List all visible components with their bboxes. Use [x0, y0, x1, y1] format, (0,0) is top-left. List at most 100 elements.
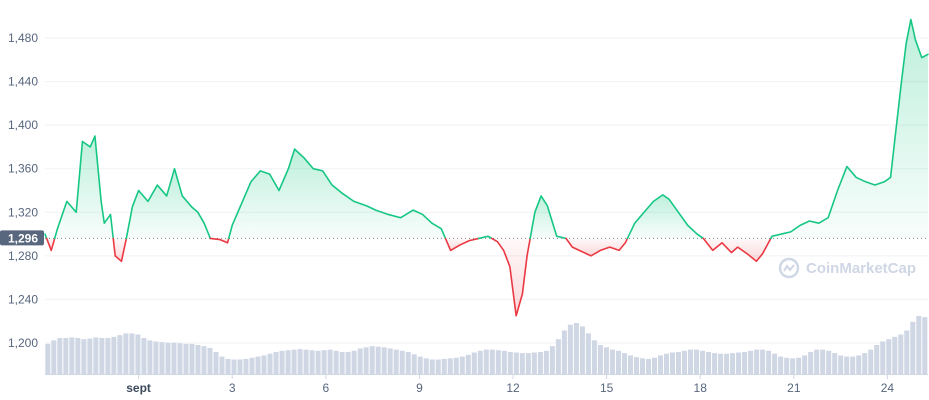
price-segment-down	[209, 237, 230, 244]
price-segment-up	[770, 18, 929, 240]
volume-bar	[219, 356, 225, 374]
x-tick-label: 6	[322, 381, 329, 395]
volume-bar	[345, 351, 351, 374]
volume-bar	[201, 346, 207, 374]
volume-bar	[135, 334, 141, 374]
volume-bar	[525, 353, 531, 374]
volume-bar	[93, 337, 99, 374]
volume-bar	[435, 359, 441, 374]
volume-bar	[694, 349, 700, 374]
volume-bar	[657, 355, 663, 374]
volume-bar	[688, 349, 694, 374]
volume-bar	[57, 338, 63, 374]
volume-bar	[910, 321, 916, 374]
volume-bar	[279, 350, 285, 374]
volume-bar	[63, 338, 69, 374]
x-tick-label: 24	[881, 381, 895, 395]
price-segment-up	[529, 195, 567, 240]
volume-bar	[664, 353, 670, 374]
price-segment-down	[444, 237, 480, 252]
volume-bar	[730, 353, 736, 374]
volume-bar	[267, 353, 273, 374]
x-tick-label: 15	[600, 381, 614, 395]
volume-bar	[645, 358, 651, 374]
volume-bar	[399, 350, 405, 374]
volume-bar	[627, 355, 633, 374]
volume-bars	[45, 316, 928, 374]
volume-bar	[621, 353, 627, 374]
volume-bar	[81, 339, 87, 374]
volume-bar	[724, 353, 730, 374]
volume-bar	[477, 350, 483, 374]
volume-bar	[856, 355, 862, 374]
volume-bar	[700, 350, 706, 374]
volume-bar	[339, 351, 345, 374]
volume-bar	[351, 350, 357, 374]
volume-bar	[615, 350, 621, 374]
volume-bar	[597, 345, 603, 374]
volume-bar	[387, 348, 393, 374]
area-fill-above-baseline	[770, 19, 928, 239]
x-tick-label: 3	[229, 381, 236, 395]
price-segment-down	[491, 237, 531, 317]
volume-bar	[543, 350, 549, 374]
volume-bar	[868, 349, 874, 374]
volume-bar	[153, 341, 159, 374]
volume-bar	[453, 357, 459, 374]
volume-bar	[105, 338, 111, 374]
area-fill-below-baseline	[210, 238, 229, 243]
volume-bar	[573, 322, 579, 374]
volume-bar	[471, 352, 477, 374]
y-tick-label: 1,240	[8, 292, 38, 306]
volume-bar	[123, 333, 129, 374]
volume-bar	[357, 348, 363, 374]
volume-bar	[712, 353, 718, 374]
volume-bar	[531, 352, 537, 374]
volume-bar	[87, 338, 93, 374]
y-axis-ticks: 1,200 1,240 1,280 1,320 1,360 1,400 1,440 1,480	[8, 31, 38, 350]
volume-bar	[766, 350, 772, 374]
volume-bar	[790, 358, 796, 374]
volume-bar	[447, 358, 453, 374]
x-tick-label: 12	[506, 381, 520, 395]
volume-bar	[916, 316, 922, 374]
area-fill-above-baseline	[228, 149, 446, 239]
volume-bar	[147, 340, 153, 374]
volume-bar	[393, 349, 399, 374]
current-price-label: 1,296	[0, 230, 44, 246]
volume-bar	[261, 355, 267, 374]
price-segment-up	[53, 135, 115, 240]
volume-bar	[465, 354, 471, 374]
volume-bar	[411, 354, 417, 374]
volume-bar	[183, 343, 189, 374]
volume-bar	[255, 356, 261, 374]
volume-bar	[159, 342, 165, 374]
volume-bar	[639, 358, 645, 374]
volume-bar	[45, 343, 51, 374]
volume-bar	[591, 340, 597, 374]
price-segment-down	[702, 237, 772, 263]
volume-bar	[784, 357, 790, 374]
volume-bar	[141, 338, 147, 374]
current-price-value: 1,296	[8, 231, 38, 245]
volume-bar	[177, 343, 183, 374]
volume-bar	[297, 349, 303, 374]
coinmarketcap-watermark: CoinMarketCap	[778, 257, 916, 279]
area-fill-below-baseline	[445, 238, 479, 251]
volume-bar	[844, 356, 850, 374]
area-fill-above-baseline	[54, 136, 114, 239]
volume-bar	[363, 347, 369, 374]
volume-bar	[333, 350, 339, 374]
area-fill-above-baseline	[126, 168, 211, 239]
area-fill-below-baseline	[491, 238, 531, 316]
area-fill-above-baseline	[627, 194, 704, 239]
area-fill-below-baseline	[46, 238, 55, 251]
price-segment-up	[125, 167, 212, 240]
coinmarketcap-logo-icon	[778, 257, 800, 279]
volume-bar	[736, 352, 742, 374]
x-axis-ticks: sept 3 6 9 12 15 18 21 24	[126, 374, 894, 395]
volume-bar	[880, 341, 886, 374]
volume-bar	[69, 337, 75, 374]
y-tick-label: 1,360	[8, 162, 38, 176]
